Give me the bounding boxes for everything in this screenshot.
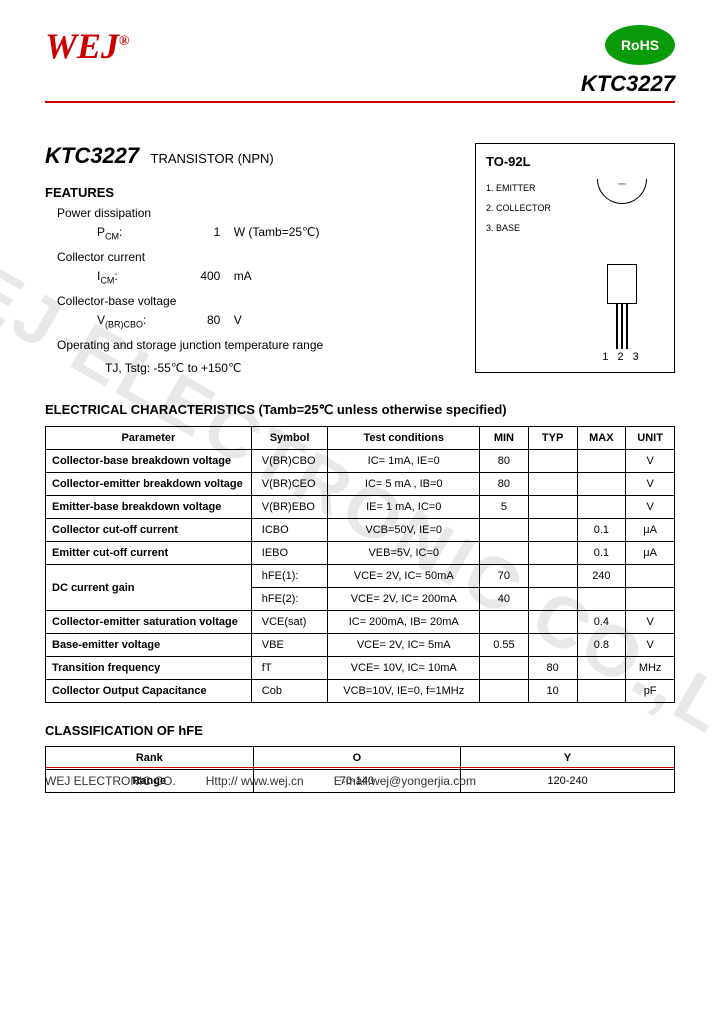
- top-section: KTC3227 TRANSISTOR (NPN) FEATURES Power …: [45, 143, 675, 382]
- header: WEJ® RoHS KTC3227: [45, 25, 675, 103]
- table-header-row: Parameter Symbol Test conditions MIN TYP…: [46, 427, 675, 450]
- pin-labels: 1. EMITTER 2. COLLECTOR 3. BASE: [486, 179, 570, 363]
- table-row: Collector cut-off currentICBOVCB=50V, IE…: [46, 519, 675, 542]
- classification-heading: CLASSIFICATION OF hFE: [45, 723, 675, 738]
- feature-item: Operating and storage junction temperatu…: [57, 336, 455, 355]
- package-drawing: ▫▫▫ 1 2 3: [580, 179, 664, 363]
- content: KTC3227 TRANSISTOR (NPN) FEATURES Power …: [45, 143, 675, 793]
- title-desc: TRANSISTOR (NPN): [151, 151, 274, 166]
- features-heading: FEATURES: [45, 185, 455, 200]
- features-column: KTC3227 TRANSISTOR (NPN) FEATURES Power …: [45, 143, 455, 382]
- logo: WEJ®: [45, 25, 130, 67]
- table-row: Transition frequencyfTVCE= 10V, IC= 10mA…: [46, 657, 675, 680]
- feature-item: Collector current ICM: 400 mA: [57, 248, 455, 288]
- elec-heading: ELECTRICAL CHARACTERISTICS (Tamb=25℃ unl…: [45, 402, 675, 418]
- footer: WEJ ELECTRONIC CO. Http:// www.wej.cn E-…: [45, 767, 675, 788]
- table-row: Collector-base breakdown voltageV(BR)CBO…: [46, 450, 675, 473]
- feature-item: Collector-base voltage V(BR)CBO: 80 V: [57, 292, 455, 332]
- electrical-table: Parameter Symbol Test conditions MIN TYP…: [45, 426, 675, 703]
- header-right: RoHS KTC3227: [581, 25, 675, 97]
- title-line: KTC3227 TRANSISTOR (NPN): [45, 143, 455, 169]
- feature-item: Power dissipation PCM: 1 W (Tamb=25℃): [57, 204, 455, 244]
- footer-email: E-mail:wej@yongerjia.com: [334, 774, 476, 788]
- table-row: Emitter-base breakdown voltageV(BR)EBOIE…: [46, 496, 675, 519]
- table-row: Emitter cut-off currentIEBOVEB=5V, IC=00…: [46, 542, 675, 565]
- table-row: Collector-emitter breakdown voltageV(BR)…: [46, 473, 675, 496]
- table-row: Collector-emitter saturation voltageVCE(…: [46, 611, 675, 634]
- table-row: Collector Output CapacitanceCobVCB=10V, …: [46, 680, 675, 703]
- temp-range: TJ, Tstg: -55℃ to +150℃: [105, 359, 455, 378]
- table-row: DC current gain hFE(1):VCE= 2V, IC= 50mA…: [46, 565, 675, 588]
- footer-company: WEJ ELECTRONIC CO.: [45, 774, 176, 788]
- page: WEJ® RoHS KTC3227 KTC3227 TRANSISTOR (NP…: [0, 0, 720, 818]
- package-title: TO-92L: [486, 154, 664, 169]
- package-diagram: TO-92L 1. EMITTER 2. COLLECTOR 3. BASE ▫…: [475, 143, 675, 373]
- table-row: Base-emitter voltageVBEVCE= 2V, IC= 5mA0…: [46, 634, 675, 657]
- part-number-header: KTC3227: [581, 71, 675, 97]
- footer-url: Http:// www.wej.cn: [206, 774, 304, 788]
- rohs-badge: RoHS: [605, 25, 675, 65]
- title-part: KTC3227: [45, 143, 139, 168]
